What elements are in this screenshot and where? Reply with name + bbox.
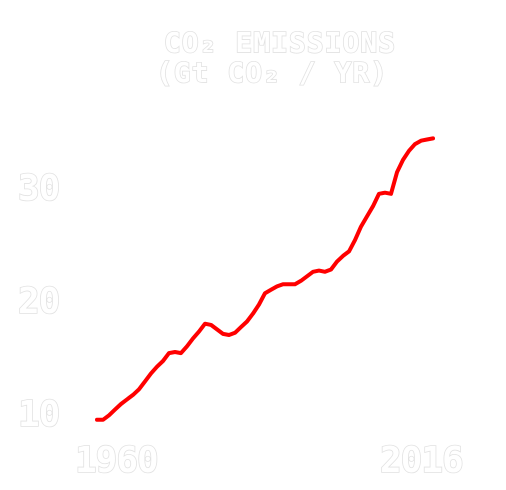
- y-axis-ticks: 10 20 30: [17, 167, 61, 436]
- x-tick-label: 2016: [380, 440, 463, 481]
- y-tick-label: 30: [18, 168, 59, 209]
- x-tick-label: 1960: [75, 440, 158, 481]
- x-axis-ticks: 1960 2016: [74, 439, 464, 482]
- emissions-series-line: [95, 136, 435, 422]
- chart-title-line-2: (Gt CO₂ / YR): [156, 56, 388, 89]
- y-tick-label: 20: [18, 281, 59, 322]
- y-tick-label: 10: [18, 394, 59, 435]
- chart-title-line-1: CO₂ EMISSIONS: [164, 26, 396, 59]
